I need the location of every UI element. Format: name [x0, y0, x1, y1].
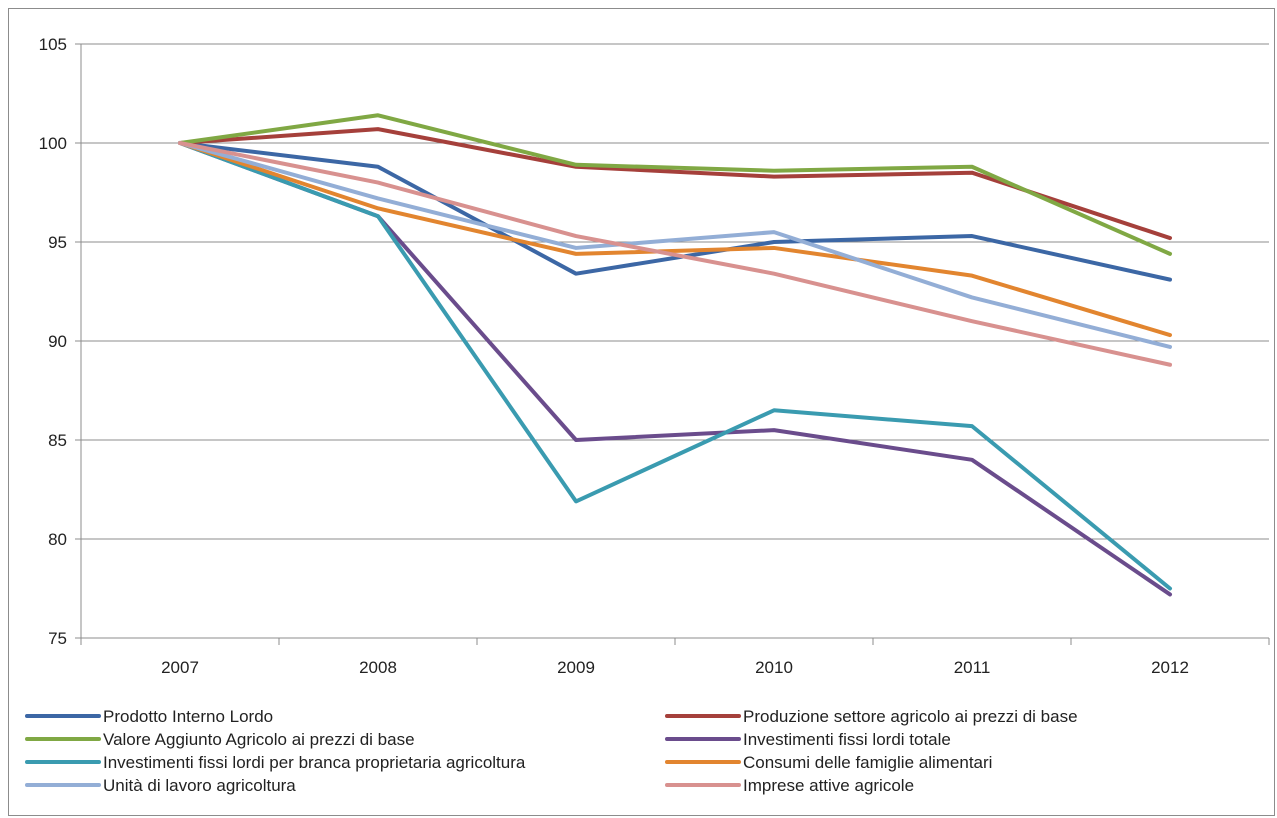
legend-item: Imprese attive agricole — [665, 776, 914, 795]
legend-item: Investimenti fissi lordi totale — [665, 730, 951, 749]
legend-label: Prodotto Interno Lordo — [103, 707, 273, 726]
series-line-7 — [178, 141, 1172, 349]
legend-label: Imprese attive agricole — [743, 776, 914, 795]
x-tick-label: 2008 — [359, 658, 397, 677]
legend-item: Consumi delle famiglie alimentari — [665, 753, 992, 772]
legend-item: Unità di lavoro agricoltura — [25, 776, 296, 795]
legend-item: Valore Aggiunto Agricolo ai prezzi di ba… — [25, 730, 415, 749]
series-line-5 — [178, 141, 1172, 591]
legend-label: Investimenti fissi lordi totale — [743, 730, 951, 749]
x-axis-tick-labels: 2007 2008 2009 2010 2011 2012 — [161, 658, 1189, 677]
y-axis-tick-labels: 75 80 85 90 95 100 105 — [39, 35, 67, 648]
x-tick-label: 2009 — [557, 658, 595, 677]
axes — [75, 43, 1270, 645]
legend-label: Produzione settore agricolo ai prezzi di… — [743, 707, 1078, 726]
x-tick-label: 2012 — [1151, 658, 1189, 677]
series-line-6 — [178, 141, 1172, 338]
series-lines — [178, 113, 1172, 597]
legend-label: Valore Aggiunto Agricolo ai prezzi di ba… — [103, 730, 415, 749]
x-tick-label: 2010 — [755, 658, 793, 677]
line-chart: 75 80 85 90 95 100 105 2007 2008 2009 2010 2011 201… — [25, 35, 1270, 795]
y-tick-label: 80 — [48, 530, 67, 549]
legend-item: Investimenti fissi lordi per branca prop… — [25, 753, 526, 772]
y-tick-label: 75 — [48, 629, 67, 648]
series-line-1 — [178, 141, 1172, 282]
series-line-3 — [178, 113, 1172, 256]
series-line-2 — [178, 127, 1172, 241]
x-tick-label: 2011 — [954, 658, 991, 677]
legend-item: Prodotto Interno Lordo — [25, 707, 273, 726]
y-tick-label: 105 — [39, 35, 67, 54]
y-tick-label: 85 — [48, 431, 67, 450]
x-tick-label: 2007 — [161, 658, 199, 677]
gridlines — [81, 43, 1269, 540]
series-line-4 — [178, 141, 1172, 597]
y-tick-label: 90 — [48, 332, 67, 351]
legend-label: Unità di lavoro agricoltura — [103, 776, 296, 795]
legend: Prodotto Interno Lordo Produzione settore… — [25, 707, 1078, 795]
series-line-8 — [178, 141, 1172, 367]
y-tick-label: 95 — [48, 233, 67, 252]
legend-label: Consumi delle famiglie alimentari — [743, 753, 992, 772]
y-tick-label: 100 — [39, 134, 67, 153]
legend-item: Produzione settore agricolo ai prezzi di… — [665, 707, 1078, 726]
legend-label: Investimenti fissi lordi per branca prop… — [103, 753, 526, 772]
chart-frame: 75 80 85 90 95 100 105 2007 2008 2009 2010 2011 201… — [8, 8, 1275, 816]
